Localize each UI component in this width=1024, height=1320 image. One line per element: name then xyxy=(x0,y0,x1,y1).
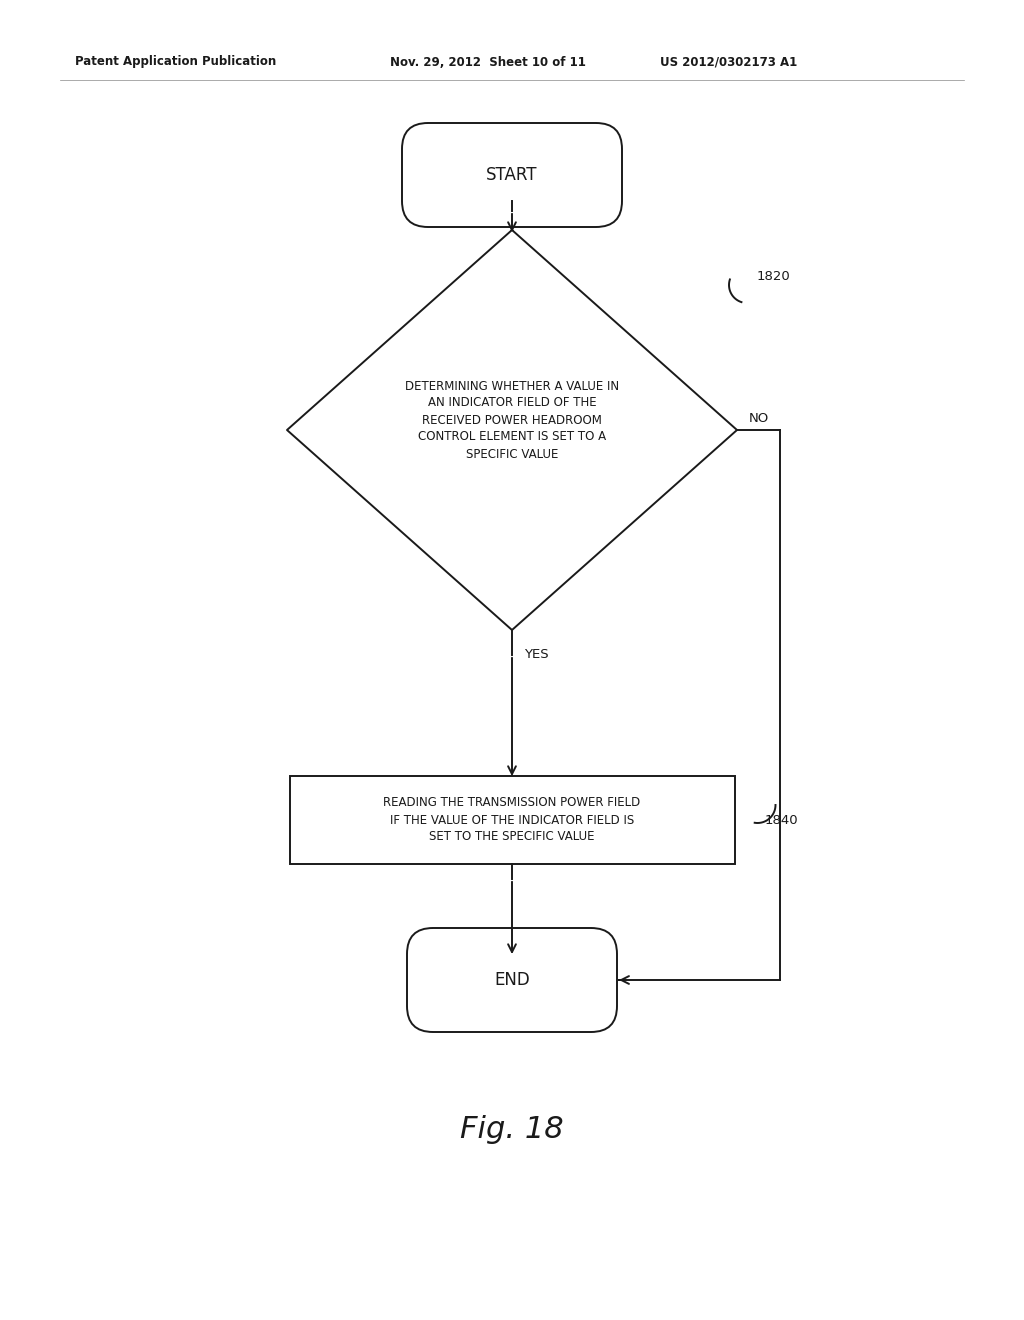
Text: DETERMINING WHETHER A VALUE IN
AN INDICATOR FIELD OF THE
RECEIVED POWER HEADROOM: DETERMINING WHETHER A VALUE IN AN INDICA… xyxy=(404,380,620,461)
Text: Nov. 29, 2012  Sheet 10 of 11: Nov. 29, 2012 Sheet 10 of 11 xyxy=(390,55,586,69)
Text: US 2012/0302173 A1: US 2012/0302173 A1 xyxy=(660,55,798,69)
Text: Fig. 18: Fig. 18 xyxy=(460,1115,564,1144)
FancyBboxPatch shape xyxy=(407,928,617,1032)
Text: END: END xyxy=(495,972,529,989)
Text: 1840: 1840 xyxy=(765,813,798,826)
Text: READING THE TRANSMISSION POWER FIELD
IF THE VALUE OF THE INDICATOR FIELD IS
SET : READING THE TRANSMISSION POWER FIELD IF … xyxy=(383,796,641,843)
Bar xyxy=(290,776,734,865)
FancyBboxPatch shape xyxy=(402,123,622,227)
Text: START: START xyxy=(486,166,538,183)
Text: 1820: 1820 xyxy=(757,271,791,282)
Text: YES: YES xyxy=(524,648,549,661)
Text: NO: NO xyxy=(749,412,769,425)
Text: Patent Application Publication: Patent Application Publication xyxy=(75,55,276,69)
